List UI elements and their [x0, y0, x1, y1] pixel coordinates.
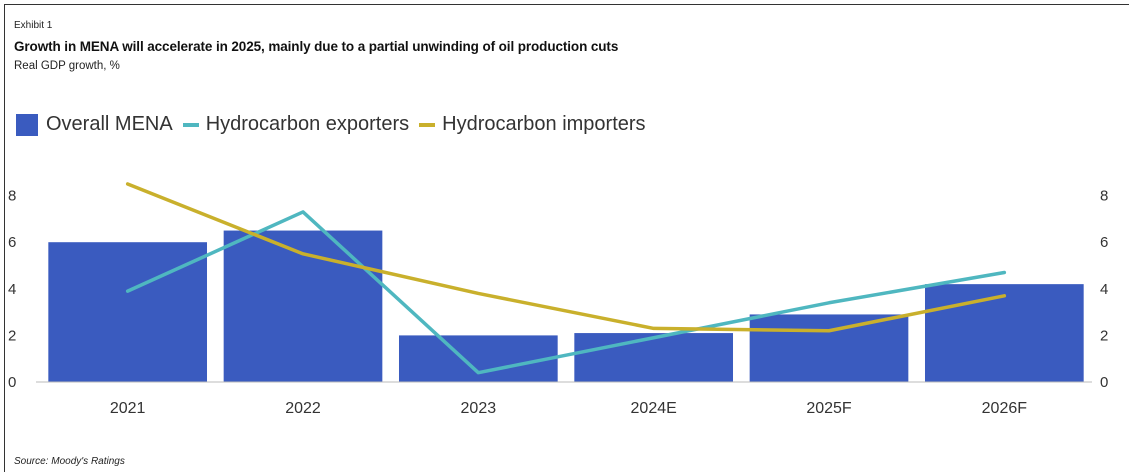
bar-layer	[48, 230, 1084, 382]
legend-item-hydrocarbon-exporters: Hydrocarbon exporters	[182, 113, 410, 136]
legend-label-hydrocarbon-exporters: Hydrocarbon exporters	[205, 113, 410, 135]
line-hydrocarbon-exporters	[125, 210, 1007, 375]
bar-overall-mena-2024e	[574, 333, 734, 382]
x-tick-2023: 2023	[461, 400, 497, 417]
x-tick-2022: 2022	[285, 400, 321, 417]
y-tick-left-0: 0	[8, 374, 16, 391]
legend-item-hydrocarbon-importers: Hydrocarbon importers	[419, 113, 646, 136]
x-tick-2021: 2021	[110, 400, 146, 417]
legend-swatch-hydrocarbon-importers	[419, 122, 436, 127]
y-tick-right-2: 2	[1100, 327, 1108, 344]
y-tick-right-8: 8	[1100, 188, 1108, 205]
legend-label-hydrocarbon-importers: Hydrocarbon importers	[442, 113, 646, 135]
line-layer	[125, 182, 1007, 375]
legend-swatch-hydrocarbon-exporters	[182, 122, 199, 127]
line-hydrocarbon-importers	[125, 182, 1007, 333]
x-tick-2025f: 2025F	[806, 400, 852, 417]
y-tick-left-8: 8	[8, 188, 16, 205]
legend-label-overall-mena: Overall MENA	[46, 113, 173, 135]
chart-subtitle: Real GDP growth, %	[14, 60, 120, 72]
y-tick-right-6: 6	[1100, 234, 1108, 251]
chart-frame	[4, 4, 1129, 472]
y-axis-right: 0 2 4 6 8	[1100, 188, 1108, 391]
y-tick-left-4: 4	[8, 281, 16, 298]
exhibit-label: Exhibit 1	[14, 20, 53, 31]
y-tick-right-0: 0	[1100, 374, 1108, 391]
chart-legend: Overall MENA Hydrocarbon exporters Hydro…	[16, 113, 656, 136]
bar-overall-mena-2022	[223, 230, 383, 382]
x-axis: 2021 2022 2023 2024E 2025F 2026F	[36, 381, 1092, 417]
legend-swatch-overall-mena	[16, 113, 38, 136]
chart-source: Source: Moody's Ratings	[14, 456, 125, 467]
bar-overall-mena-2023	[398, 335, 558, 382]
bar-overall-mena-2025f	[749, 314, 909, 382]
bar-overall-mena-2026f	[924, 284, 1084, 382]
y-tick-right-4: 4	[1100, 281, 1108, 298]
x-tick-2026f: 2026F	[982, 400, 1028, 417]
y-tick-left-6: 6	[8, 234, 16, 251]
y-tick-left-2: 2	[8, 327, 16, 344]
chart-title: Growth in MENA will accelerate in 2025, …	[14, 39, 619, 54]
bar-overall-mena-2021	[48, 242, 208, 382]
y-axis-left: 0 2 4 6 8	[8, 188, 16, 391]
x-tick-2024e: 2024E	[631, 400, 677, 417]
legend-item-overall-mena: Overall MENA	[16, 113, 173, 136]
